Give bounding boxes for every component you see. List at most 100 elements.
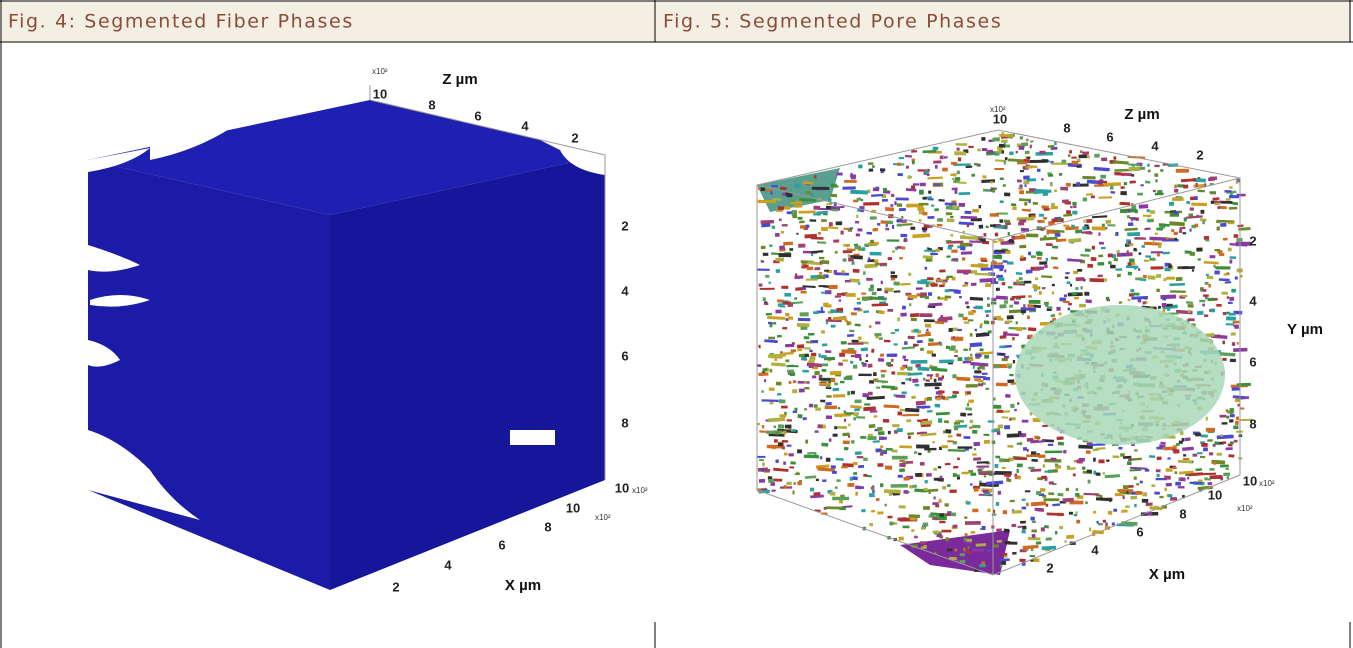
pore-fragment xyxy=(1077,166,1082,168)
pore-fragment xyxy=(921,546,927,549)
pore-fragment xyxy=(847,321,850,325)
pore-fragment xyxy=(1235,421,1239,425)
pore-fragment xyxy=(887,353,898,356)
pore-fragment xyxy=(1220,201,1232,204)
pore-fragment xyxy=(1075,287,1078,290)
pore-fragment xyxy=(903,490,908,494)
pore-fragment xyxy=(952,391,958,394)
pore-fragment xyxy=(850,227,853,229)
pore-fragment xyxy=(1046,258,1049,262)
pore-fragment xyxy=(933,530,939,533)
pore-fragment xyxy=(884,437,887,440)
pore-fragment xyxy=(990,213,999,216)
pore-fragment xyxy=(1105,474,1120,478)
pore-fragment xyxy=(1121,254,1127,256)
pore-fragment xyxy=(848,257,854,261)
pore-fragment xyxy=(779,253,792,257)
pore-fragment xyxy=(969,358,974,361)
pore-fragment xyxy=(984,320,990,324)
pore-fragment xyxy=(826,402,832,405)
pore-fragment xyxy=(1210,255,1216,258)
pore-fragment xyxy=(932,441,934,443)
pore-fragment xyxy=(1085,299,1091,303)
pore-fragment xyxy=(1223,312,1227,315)
pore-fragment xyxy=(1036,541,1041,544)
pore-fragment xyxy=(998,277,1004,281)
pore-fragment xyxy=(1182,447,1194,451)
pore-fragment xyxy=(916,445,929,449)
pore-fragment xyxy=(790,199,795,202)
pore-fragment xyxy=(833,239,839,242)
pore-fragment xyxy=(870,240,874,244)
pore-fragment xyxy=(958,357,963,361)
pore-fragment xyxy=(774,426,776,428)
pore-fragment xyxy=(944,156,948,158)
pore-fragment xyxy=(1185,250,1192,254)
pore-fragment xyxy=(962,284,968,287)
pore-fragment xyxy=(916,406,930,409)
pore-fragment xyxy=(862,363,866,367)
pore-fragment xyxy=(985,388,989,390)
pore-fragment xyxy=(1211,309,1215,313)
pore-fragment xyxy=(782,224,788,226)
pore-fragment xyxy=(957,474,960,476)
pore-fragment xyxy=(1004,300,1008,303)
pore-fragment xyxy=(948,435,952,437)
pore-fragment xyxy=(891,332,896,334)
pore-fragment xyxy=(781,406,788,409)
pore-fragment xyxy=(771,362,786,366)
pore-fragment xyxy=(1229,186,1233,189)
pore-fragment xyxy=(1212,197,1219,200)
tick-label: 10 xyxy=(615,480,629,495)
pore-fragment xyxy=(1230,256,1236,259)
pore-fragment xyxy=(1159,242,1162,245)
pore-fragment xyxy=(901,220,907,223)
pore-fragment xyxy=(836,308,843,312)
pore-fragment xyxy=(1167,304,1173,307)
pore-fragment xyxy=(894,201,896,205)
pore-fragment xyxy=(977,380,983,383)
tick-label: 2 xyxy=(571,130,578,145)
pore-fragment xyxy=(1025,151,1030,154)
pore-fragment xyxy=(817,241,826,244)
pore-fragment xyxy=(1066,535,1074,539)
pore-fragment xyxy=(768,282,770,284)
pore-fragment xyxy=(778,206,784,210)
pore-fragment xyxy=(958,446,961,448)
pore-fragment xyxy=(865,360,868,362)
pore-fragment xyxy=(764,469,770,472)
pore-fragment xyxy=(897,163,901,166)
pore-fragment xyxy=(1206,417,1208,421)
pore-fragment xyxy=(876,498,880,501)
pore-fragment xyxy=(1128,241,1131,244)
pore-fragment xyxy=(1027,316,1030,320)
pore-fragment xyxy=(759,459,764,461)
pore-fragment xyxy=(987,549,992,552)
pore-fragment xyxy=(851,312,857,315)
pore-fragment xyxy=(1075,230,1082,234)
pore-fragment xyxy=(947,440,953,442)
pore-fragment xyxy=(902,414,919,417)
pore-fragment xyxy=(797,349,802,352)
pore-fragment xyxy=(927,196,932,198)
pore-fragment xyxy=(952,187,958,190)
pore-fragment xyxy=(885,466,892,470)
pore-fragment xyxy=(1153,241,1155,244)
pore-fragment xyxy=(891,194,894,197)
pore-fragment xyxy=(965,533,968,537)
pore-fragment xyxy=(961,251,972,254)
pore-fragment xyxy=(896,198,909,201)
pore-fragment xyxy=(911,329,914,332)
pore-fragment xyxy=(915,473,922,477)
pore-fragment xyxy=(928,492,930,494)
pore-fragment xyxy=(928,177,943,180)
pore-fragment xyxy=(891,359,894,362)
pore-fragment xyxy=(1229,260,1232,264)
pore-fragment xyxy=(1016,321,1018,324)
pore-fragment xyxy=(861,293,866,295)
pore-fragment xyxy=(892,250,895,252)
pore-fragment xyxy=(1195,224,1198,228)
pore-fragment xyxy=(1218,334,1220,337)
pore-fragment xyxy=(986,314,989,317)
pore-fragment xyxy=(942,445,948,448)
